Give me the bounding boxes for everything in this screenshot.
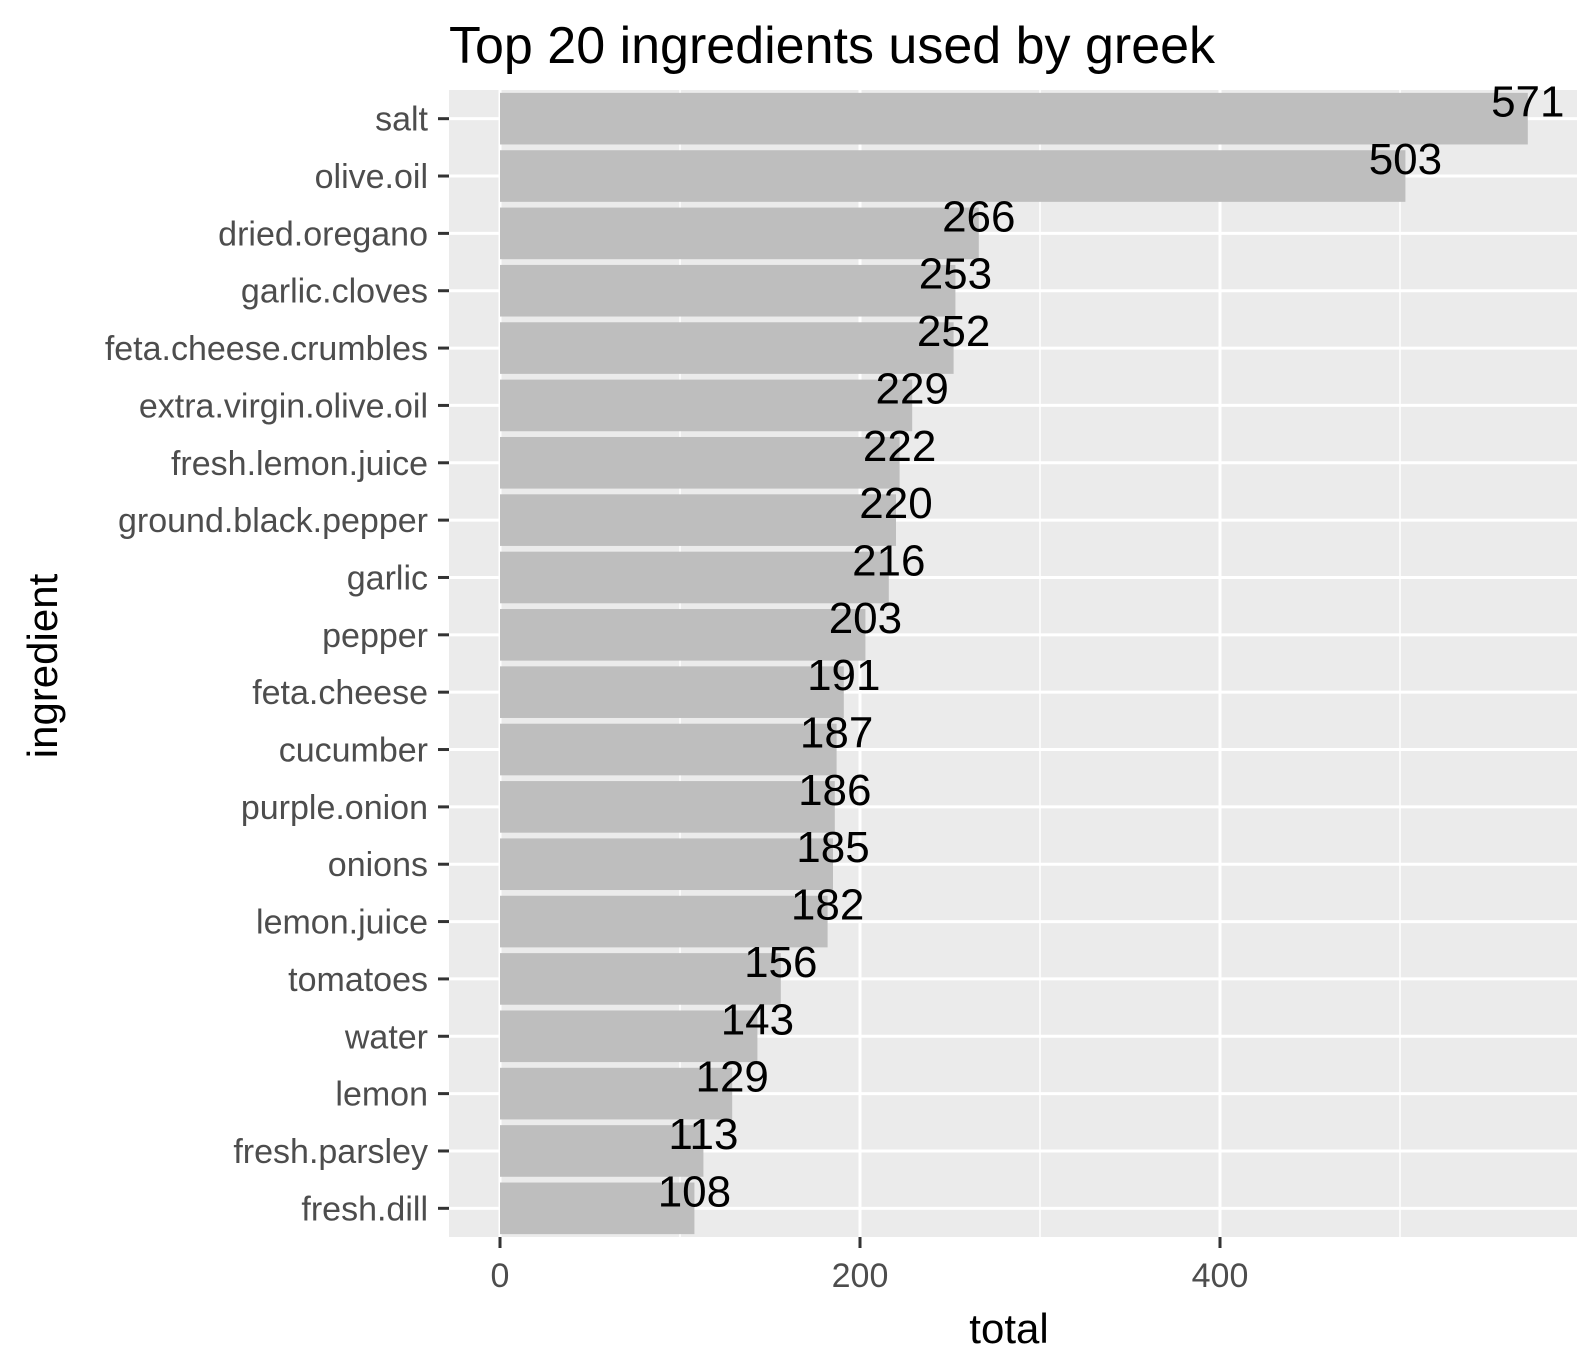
y-tick-label-tomatoes: tomatoes [288,961,428,999]
bar-fresh.parsley [500,1125,704,1177]
value-label-olive.oil: 503 [1369,135,1442,184]
y-axis-title: ingredient [19,573,66,758]
y-tick-label-purple.onion: purple.onion [241,789,428,827]
bar-dried.oregano [500,207,979,260]
y-tick-label-olive.oil: olive.oil [315,158,428,196]
value-label-onions: 185 [796,823,869,872]
y-tick-label-lemon.juice: lemon.juice [256,904,428,942]
bar-onions [500,838,833,891]
value-label-fresh.dill: 108 [658,1167,731,1216]
bar-layer [500,92,1528,1235]
y-tick-label-lemon: lemon [335,1076,428,1114]
value-label-garlic: 216 [852,536,925,585]
value-label-extra.virgin.olive.oil: 229 [875,364,948,413]
y-tick-label-dried.oregano: dried.oregano [218,215,428,253]
value-label-purple.onion: 186 [798,766,871,815]
bar-tomatoes [500,953,781,1005]
y-tick-label-extra.virgin.olive.oil: extra.virgin.olive.oil [139,387,428,425]
bar-pepper [500,609,866,661]
x-axis: 0 200 400 [491,1237,1249,1295]
value-label-feta.cheese.crumbles: 252 [917,307,990,356]
y-tick-label-fresh.lemon.juice: fresh.lemon.juice [171,445,428,483]
bar-cucumber [500,723,837,776]
value-label-lemon.juice: 182 [791,881,864,930]
bar-fresh.lemon.juice [500,436,900,489]
x-tick-label: 0 [491,1257,510,1295]
bar-feta.cheese.crumbles [500,322,954,374]
bar-extra.virgin.olive.oil [500,379,913,432]
bar-fresh.dill [500,1182,695,1235]
bar-garlic [500,551,889,604]
y-tick-label-fresh.dill: fresh.dill [301,1190,428,1228]
y-tick-label-pepper: pepper [322,617,428,655]
value-label-tomatoes: 156 [744,938,817,987]
bar-lemon.juice [500,895,828,948]
bar-water [500,1010,758,1063]
value-label-garlic.cloves: 253 [919,250,992,299]
plot-panel [449,90,1577,1237]
y-tick-label-garlic.cloves: garlic.cloves [241,273,428,311]
value-label-pepper: 203 [829,594,902,643]
value-label-salt: 571 [1491,78,1564,127]
value-label-feta.cheese: 191 [807,651,880,700]
y-tick-label-feta.cheese.crumbles: feta.cheese.crumbles [105,330,428,368]
value-label-fresh.lemon.juice: 222 [863,422,936,471]
value-label-lemon: 129 [695,1053,768,1102]
x-tick-label: 400 [1192,1257,1249,1295]
bar-feta.cheese [500,666,844,718]
bar-purple.onion [500,781,835,833]
bar-olive.oil [500,150,1406,202]
x-tick-label: 200 [832,1257,889,1295]
value-label-fresh.parsley: 113 [668,1110,738,1159]
y-tick-label-ground.black.pepper: ground.black.pepper [118,502,428,540]
y-tick-label-water: water [344,1018,428,1056]
y-axis: salt olive.oil dried.oregano garlic.cloves f… [105,101,449,1228]
value-label-ground.black.pepper: 220 [859,479,932,528]
y-tick-label-fresh.parsley: fresh.parsley [233,1133,428,1171]
y-tick-label-salt: salt [375,101,428,139]
bar-ground.black.pepper [500,494,896,546]
y-tick-label-garlic: garlic [347,559,428,597]
value-label-water: 143 [721,995,794,1044]
chart-title: Top 20 ingredients used by greek [449,17,1216,75]
y-tick-label-onions: onions [328,846,428,884]
bar-lemon [500,1067,733,1120]
value-label-dried.oregano: 266 [942,192,1015,241]
x-axis-title: total [969,1305,1048,1352]
y-tick-label-feta.cheese: feta.cheese [252,674,428,712]
bar-garlic.cloves [500,264,956,317]
value-label-layer: 571 503 266 253 252 229 222 220 216 203 191 187 186 1… [658,78,1565,1217]
y-tick-label-cucumber: cucumber [279,732,428,770]
value-label-cucumber: 187 [800,709,873,758]
bar-salt [500,92,1528,145]
